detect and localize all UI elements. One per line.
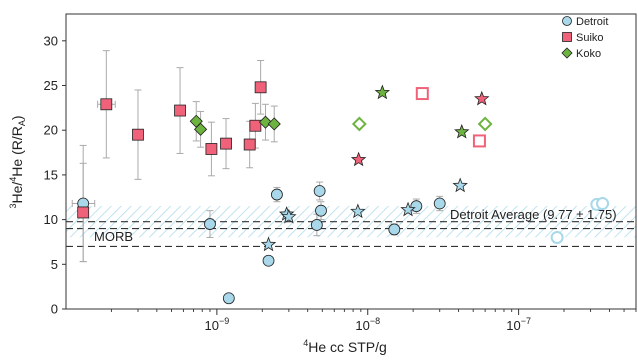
x-axis-title: 4He cc STP/g xyxy=(303,338,387,355)
koko-point xyxy=(258,115,273,129)
koko-point xyxy=(477,116,493,132)
detroit-star-point xyxy=(281,208,297,224)
detroit-average-label: Detroit Average (9.77 ± 1.75) xyxy=(450,207,617,222)
detroit-star-point xyxy=(452,177,468,193)
y-tick-label: 20 xyxy=(44,123,58,138)
legend-label-koko: Koko xyxy=(576,48,601,60)
detroit-point xyxy=(315,204,327,217)
y-axis-title-sub: A xyxy=(17,120,27,126)
detroit-point xyxy=(388,223,401,236)
detroit-point xyxy=(204,218,216,230)
suiko-point xyxy=(249,119,262,132)
suiko-point xyxy=(415,87,429,101)
suiko-point xyxy=(254,81,267,94)
suiko-star-point xyxy=(474,90,490,106)
legend-marker-koko xyxy=(561,47,573,59)
legend-marker-detroit xyxy=(562,16,572,26)
y-tick-label: 0 xyxy=(51,302,58,317)
y-axis-title-sup2: 4 xyxy=(8,177,18,182)
x-tick-label: 10−9 xyxy=(205,316,230,333)
y-axis-title-mid: He/ xyxy=(9,182,25,204)
koko-star-point xyxy=(374,84,391,100)
detroit-star-point xyxy=(350,203,366,219)
suiko-star-point xyxy=(350,151,367,167)
y-axis-title: 3He/4He (R/RA) xyxy=(8,115,27,208)
x-tick-label-exponent: −8 xyxy=(370,316,380,326)
y-tick-label: 10 xyxy=(44,212,58,227)
detroit-point xyxy=(222,292,235,305)
detroit-star-point xyxy=(400,201,416,217)
detroit-point xyxy=(410,200,423,213)
detroit-point xyxy=(271,188,283,201)
x-tick-label-exponent: −9 xyxy=(219,316,229,326)
legend-marker-suiko xyxy=(562,32,572,42)
suiko-point xyxy=(243,138,256,151)
suiko-point xyxy=(205,143,218,155)
y-axis-title-close: ) xyxy=(9,115,25,120)
legend-label-suiko: Suiko xyxy=(576,32,604,44)
x-axis-title-sup: 4 xyxy=(303,338,308,348)
y-axis-title-sup1: 3 xyxy=(8,204,18,209)
detroit-point xyxy=(313,185,326,197)
x-tick-label-exponent: −7 xyxy=(521,316,531,326)
suiko-point xyxy=(472,134,486,148)
koko-point xyxy=(267,117,281,131)
y-tick-label: 30 xyxy=(44,33,58,48)
y-tick-label: 25 xyxy=(44,78,58,93)
suiko-point xyxy=(132,128,144,141)
x-axis-title-text: He cc STP/g xyxy=(308,339,387,355)
detroit-point xyxy=(550,230,564,244)
detroit-star-point xyxy=(260,236,277,252)
y-tick-label: 15 xyxy=(44,167,58,182)
detroit-point xyxy=(596,197,610,211)
data-markers xyxy=(77,81,610,305)
suiko-point xyxy=(220,137,232,150)
y-axis: 0 5 10 15 20 25 30 xyxy=(44,33,66,317)
x-tick-label: 10−7 xyxy=(506,316,531,333)
detroit-point xyxy=(433,197,446,210)
koko-point xyxy=(351,116,367,132)
legend-label-detroit: Detroit xyxy=(576,16,608,28)
reference-lines xyxy=(66,221,636,247)
koko-point xyxy=(194,122,208,136)
morb-label: MORB xyxy=(94,229,133,244)
x-tick-label-base: 10 xyxy=(355,318,369,333)
detroit-point xyxy=(310,219,323,231)
x-tick-label-base: 10 xyxy=(205,318,219,333)
detroit-point xyxy=(262,254,275,267)
x-axis: 10−9 10−8 10−7 xyxy=(110,309,637,333)
x-tick-label-base: 10 xyxy=(506,318,520,333)
y-axis-title-rest: He (R/R xyxy=(9,126,25,177)
y-tick-label: 5 xyxy=(51,257,58,272)
suiko-point xyxy=(100,98,113,111)
plot-frame xyxy=(65,13,637,310)
legend: Detroit Suiko Koko xyxy=(561,16,608,60)
x-tick-label: 10−8 xyxy=(355,316,380,333)
koko-star-point xyxy=(454,123,470,139)
suiko-point xyxy=(174,104,186,117)
suiko-point xyxy=(77,206,90,219)
